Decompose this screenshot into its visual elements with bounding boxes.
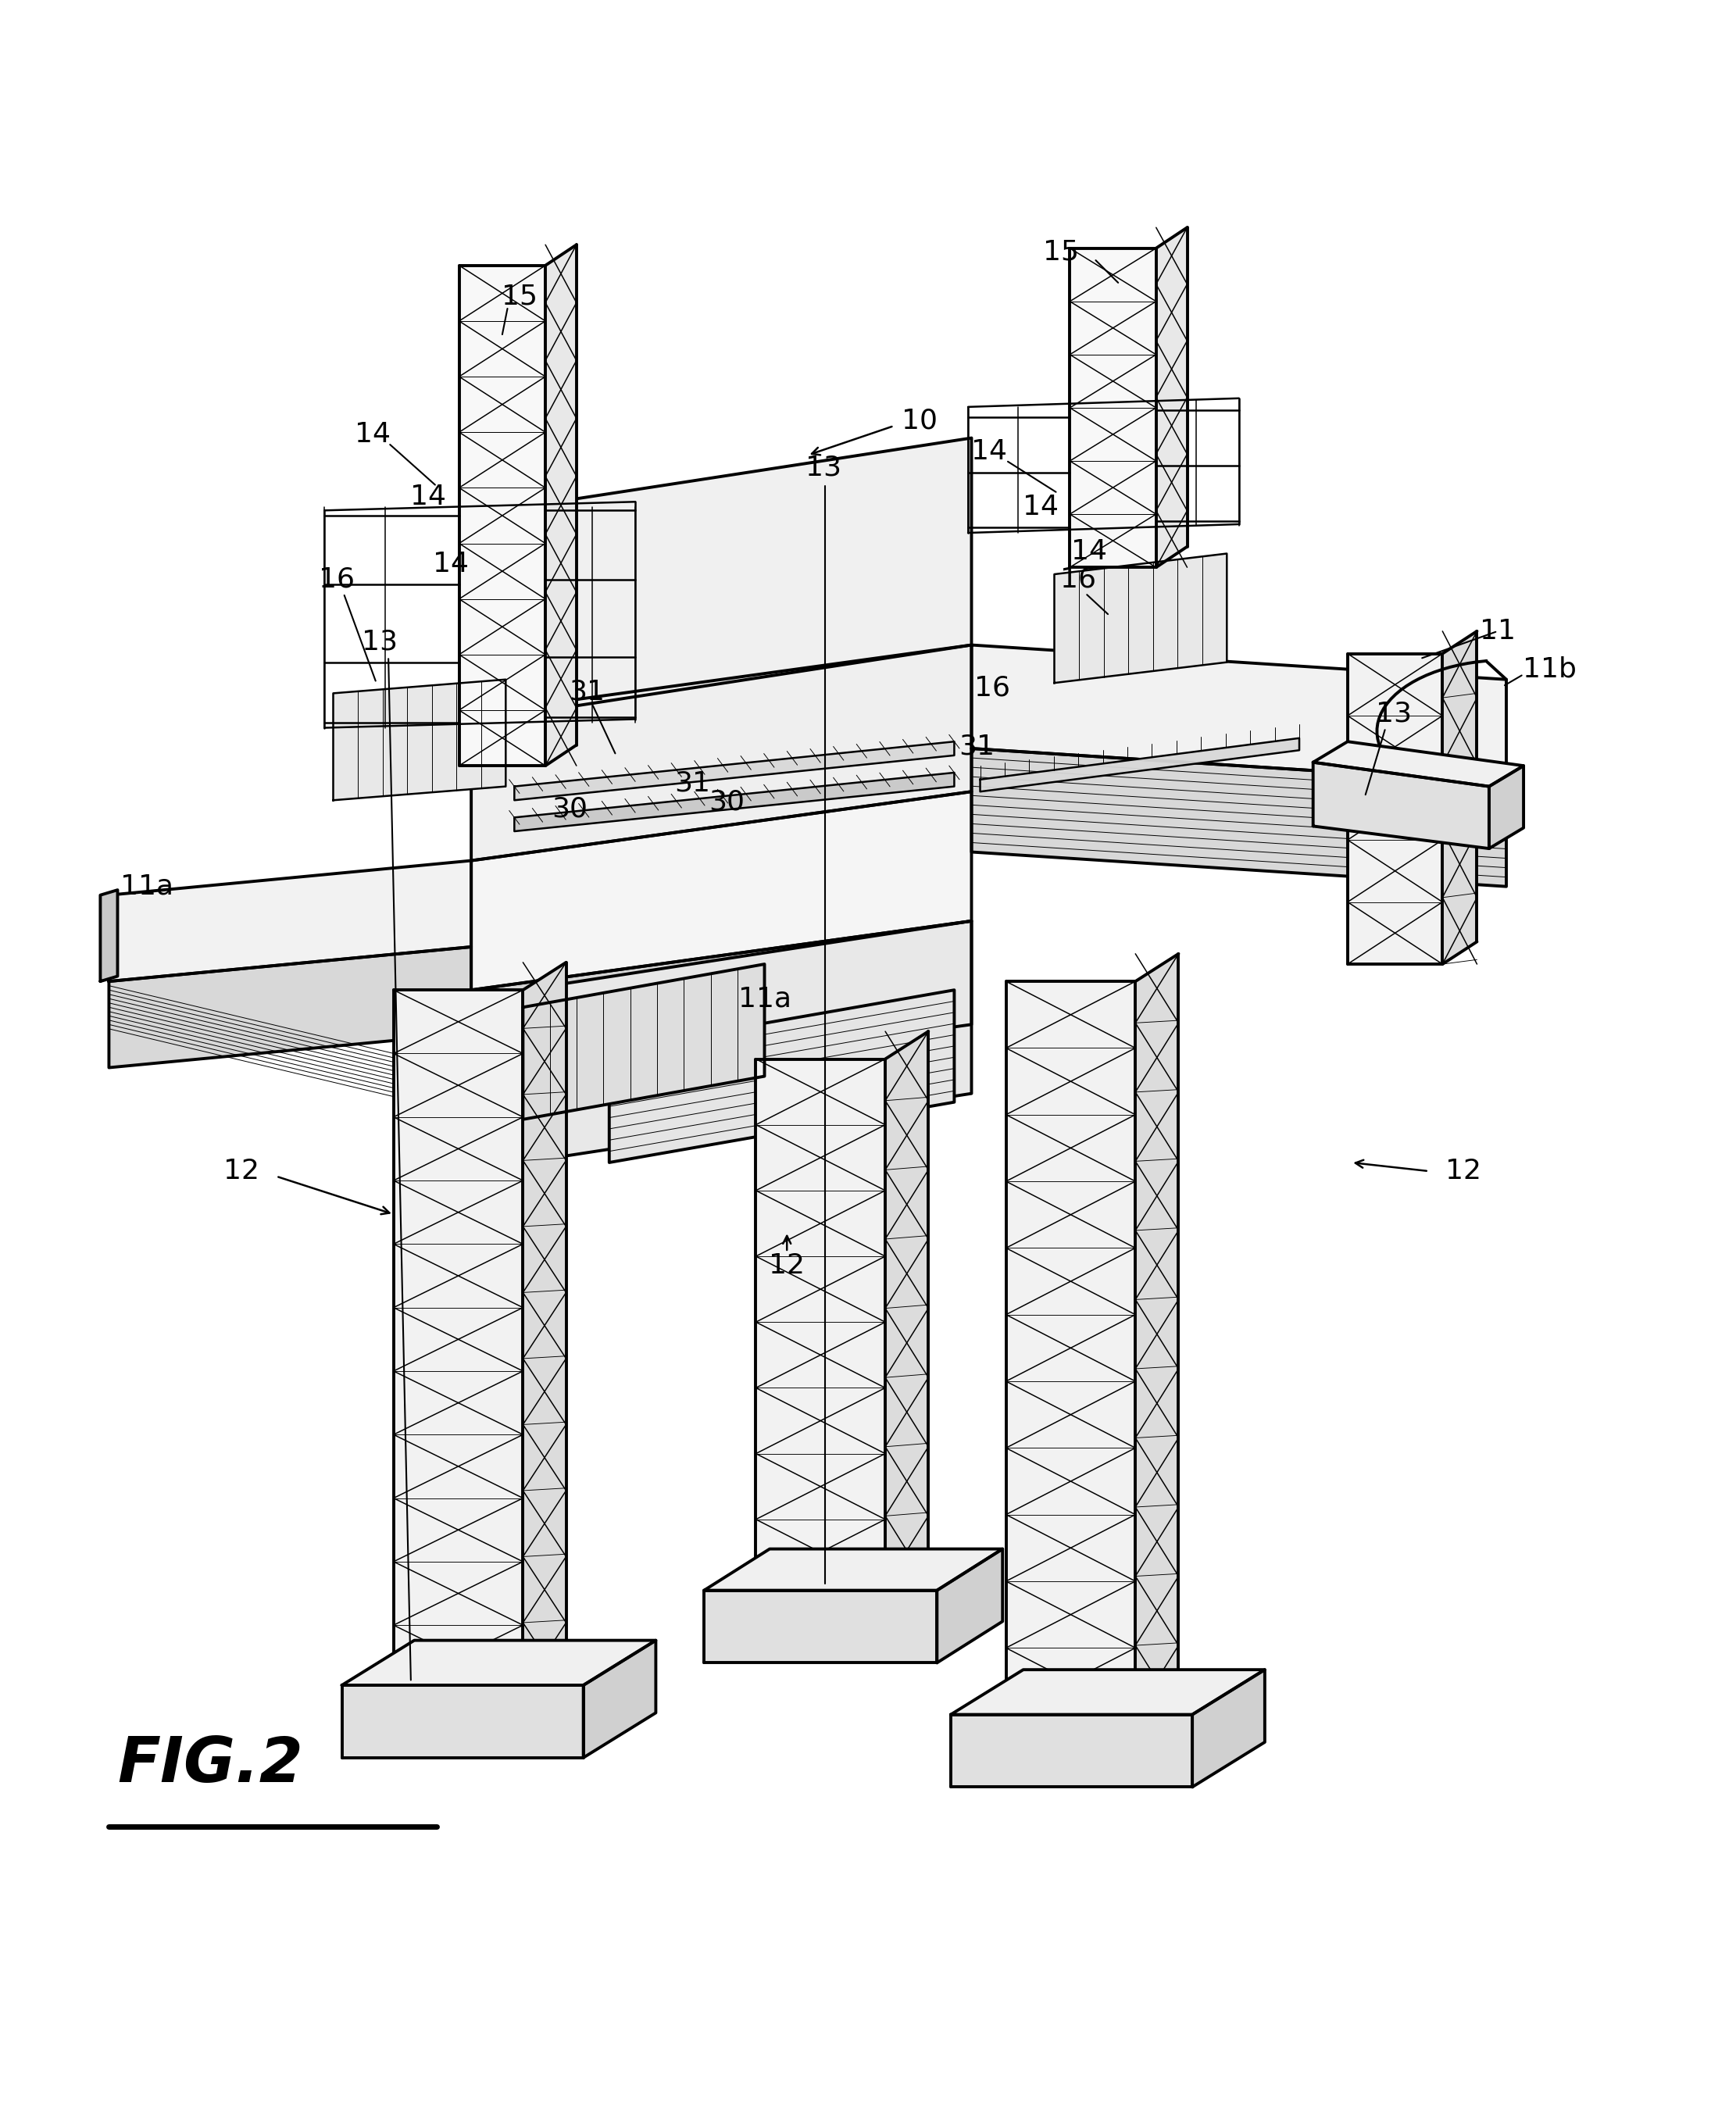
Text: 31: 31 xyxy=(569,678,604,705)
Polygon shape xyxy=(1193,1669,1266,1788)
Polygon shape xyxy=(1443,631,1477,964)
Polygon shape xyxy=(458,265,545,767)
Text: 14: 14 xyxy=(970,438,1007,466)
Polygon shape xyxy=(470,646,972,860)
Text: 11: 11 xyxy=(1479,618,1516,644)
Polygon shape xyxy=(514,773,955,830)
Text: 30: 30 xyxy=(552,796,587,822)
Polygon shape xyxy=(755,1059,885,1584)
Polygon shape xyxy=(333,680,505,801)
Polygon shape xyxy=(1347,654,1443,964)
Text: 12: 12 xyxy=(1444,1159,1481,1184)
Polygon shape xyxy=(1312,741,1524,786)
Text: 11b: 11b xyxy=(1522,657,1576,682)
Polygon shape xyxy=(1135,953,1179,1716)
Polygon shape xyxy=(705,1591,937,1663)
Polygon shape xyxy=(705,1548,1003,1591)
Polygon shape xyxy=(109,947,470,1067)
Text: 14: 14 xyxy=(1071,538,1108,566)
Polygon shape xyxy=(523,964,764,1120)
Polygon shape xyxy=(885,1031,929,1584)
Text: 14: 14 xyxy=(354,421,391,447)
Polygon shape xyxy=(951,1716,1193,1788)
Polygon shape xyxy=(470,472,523,714)
Polygon shape xyxy=(937,1548,1003,1663)
Polygon shape xyxy=(1005,981,1135,1716)
Polygon shape xyxy=(583,1639,656,1758)
Polygon shape xyxy=(101,890,118,981)
Polygon shape xyxy=(523,962,566,1688)
Text: 14: 14 xyxy=(432,551,469,578)
Polygon shape xyxy=(951,1669,1266,1716)
Polygon shape xyxy=(514,741,955,801)
Text: 12: 12 xyxy=(769,1252,806,1279)
Polygon shape xyxy=(470,792,972,989)
Polygon shape xyxy=(972,748,1507,887)
Text: 16: 16 xyxy=(974,676,1010,701)
Polygon shape xyxy=(1312,762,1489,849)
Text: 31: 31 xyxy=(674,769,710,796)
Text: 30: 30 xyxy=(708,788,745,815)
Polygon shape xyxy=(1054,553,1227,682)
Text: 13: 13 xyxy=(361,629,398,654)
Polygon shape xyxy=(394,989,523,1688)
Polygon shape xyxy=(523,438,972,714)
Polygon shape xyxy=(109,860,470,981)
Text: 31: 31 xyxy=(958,733,995,760)
Text: 14: 14 xyxy=(410,483,446,510)
Polygon shape xyxy=(342,1639,656,1686)
Polygon shape xyxy=(1156,227,1187,568)
Text: 16: 16 xyxy=(319,566,354,593)
Text: 13: 13 xyxy=(1377,701,1411,726)
Text: 10: 10 xyxy=(901,407,937,434)
Polygon shape xyxy=(342,1686,583,1758)
Polygon shape xyxy=(1069,248,1156,568)
Text: 12: 12 xyxy=(224,1159,260,1184)
Polygon shape xyxy=(609,989,955,1163)
Polygon shape xyxy=(981,739,1299,792)
Polygon shape xyxy=(545,246,576,767)
Text: 11a: 11a xyxy=(738,985,792,1012)
Polygon shape xyxy=(470,921,972,1093)
Text: 15: 15 xyxy=(1043,239,1080,265)
Text: FIG.2: FIG.2 xyxy=(118,1735,304,1796)
Text: 15: 15 xyxy=(502,284,538,309)
Polygon shape xyxy=(1489,767,1524,849)
Polygon shape xyxy=(972,646,1507,784)
Text: 11a: 11a xyxy=(120,873,174,900)
Polygon shape xyxy=(523,921,972,1163)
Text: 16: 16 xyxy=(1061,566,1097,593)
Text: 13: 13 xyxy=(806,453,842,481)
Text: 14: 14 xyxy=(1023,493,1059,521)
